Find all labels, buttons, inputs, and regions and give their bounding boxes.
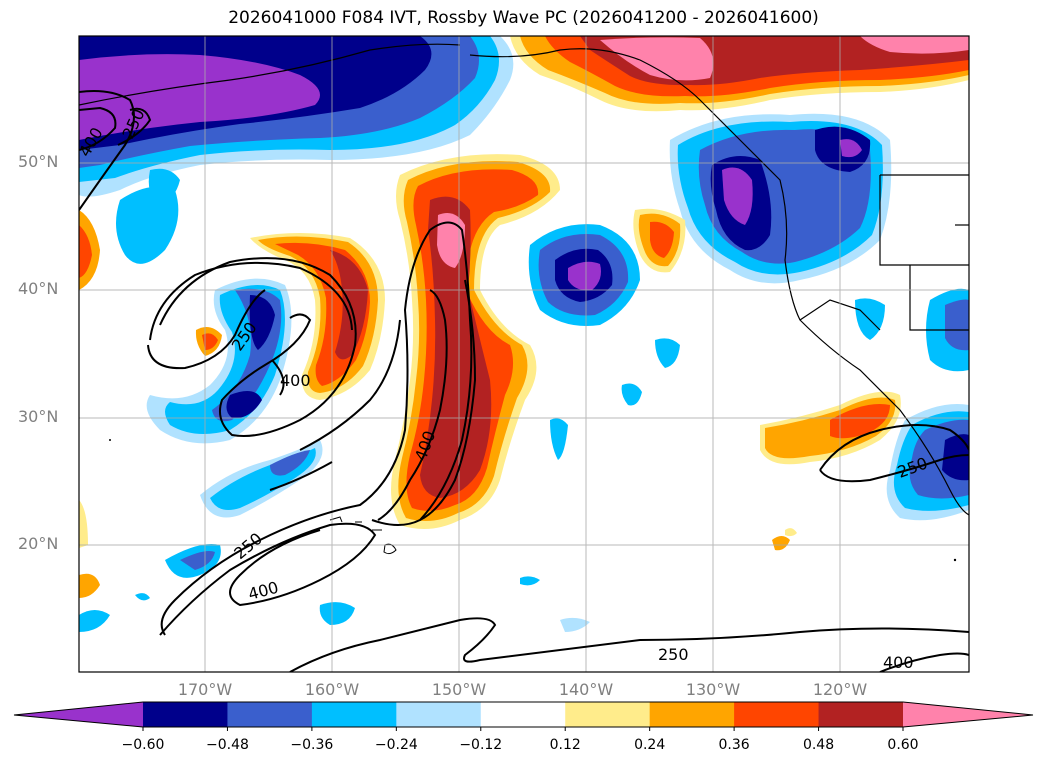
- colorbar-segment: [227, 702, 313, 727]
- gridlines: [79, 36, 969, 672]
- colorbar-segment: [311, 702, 397, 727]
- map-canvas: 400 250 250 400 400 250 400 250 250 400: [78, 35, 970, 673]
- contour-lines: [79, 90, 969, 672]
- contour-label: 400: [280, 371, 311, 390]
- contour-label: 250: [658, 645, 689, 664]
- colorbar-extend-low: [14, 702, 143, 727]
- lon-label-130: 130°W: [685, 680, 741, 699]
- colorbar-segment: [734, 702, 820, 727]
- colorbar-segment: [818, 702, 904, 727]
- colorbar-tick-label: −0.60: [121, 737, 165, 753]
- colorbar-outline: [13, 701, 1034, 728]
- colorbar-segment: [396, 702, 482, 727]
- contour-label: 400: [883, 653, 914, 672]
- colorbar-tick-label: −0.12: [459, 737, 503, 753]
- lat-label-20: 20°N: [18, 534, 59, 553]
- hawaii-islands: [329, 516, 397, 555]
- lon-label-140: 140°W: [558, 680, 614, 699]
- colorbar-segment: [143, 702, 228, 727]
- colorbar-segment: [480, 702, 566, 727]
- colorbar-tick-label: 0.36: [718, 737, 750, 753]
- lon-label-120: 120°W: [812, 680, 868, 699]
- lat-label-40: 40°N: [18, 279, 59, 298]
- negative-anomaly-central: [528, 224, 640, 326]
- colorbar-tick-label: −0.24: [374, 737, 418, 753]
- colorbar-tick-label: 0.24: [634, 737, 666, 753]
- colorbar-tick-label: 0.48: [802, 737, 835, 753]
- map-frame: [78, 35, 970, 673]
- colorbar-tick-label: −0.36: [290, 737, 334, 753]
- positive-anomaly-subtropical-east: [760, 391, 901, 465]
- lon-label-150: 150°W: [431, 680, 487, 699]
- colorbar-tick-label: 0.12: [549, 737, 581, 753]
- colorbar-tick-label: −0.48: [205, 737, 249, 753]
- lat-label-30: 30°N: [18, 407, 59, 426]
- colorbar-tick-label: 0.60: [887, 737, 919, 753]
- negative-anomaly-north-pacific: [79, 36, 514, 197]
- colorbar-segment: [649, 702, 735, 727]
- colorbar-segment: [565, 702, 651, 727]
- lon-label-170: 170°W: [177, 680, 233, 699]
- map-title: 2026041000 F084 IVT, Rossby Wave PC (202…: [228, 8, 819, 28]
- negative-anomaly-swirl: [146, 278, 292, 444]
- lon-label-160: 160°W: [304, 680, 360, 699]
- colorbar-extend-high: [903, 702, 1033, 727]
- lat-label-50: 50°N: [18, 152, 59, 171]
